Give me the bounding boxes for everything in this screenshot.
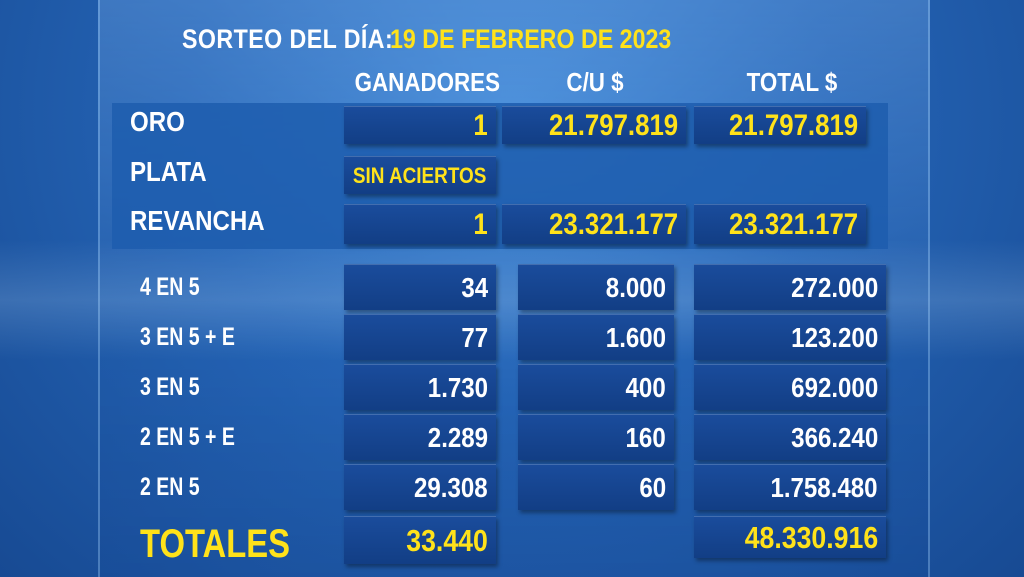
4en5-total: 272.000 — [694, 264, 886, 310]
column-header-winners: GANADORES — [354, 67, 500, 97]
column-header-per-unit: C/U $ — [566, 67, 624, 97]
totals-winners: 33.440 — [344, 516, 496, 564]
row-label-totales: TOTALES — [140, 522, 291, 566]
3en5-total: 692.000 — [694, 364, 886, 410]
2en5e-per-unit: 160 — [518, 414, 674, 460]
row-label-plata: PLATA — [130, 156, 207, 187]
row-label-3en5: 3 EN 5 — [140, 373, 200, 401]
column-header-total: TOTAL $ — [746, 67, 838, 97]
oro-winners: 1 — [344, 106, 496, 144]
draw-date: 19 DE FEBRERO DE 2023 — [390, 24, 672, 54]
row-label-2en5: 2 EN 5 — [140, 473, 200, 501]
2en5-winners: 29.308 — [344, 464, 496, 510]
oro-per-unit: 21.797.819 — [502, 106, 686, 144]
3en5e-per-unit: 1.600 — [518, 314, 674, 360]
2en5-per-unit: 60 — [518, 464, 674, 510]
row-label-2en5e: 2 EN 5 + E — [140, 423, 235, 451]
row-label-revancha: REVANCHA — [130, 205, 265, 236]
oro-total: 21.797.819 — [694, 106, 866, 144]
row-label-3en5e: 3 EN 5 + E — [140, 323, 235, 351]
4en5-winners: 34 — [344, 264, 496, 310]
revancha-winners: 1 — [344, 204, 496, 244]
4en5-per-unit: 8.000 — [518, 264, 674, 310]
3en5-winners: 1.730 — [344, 364, 496, 410]
3en5-per-unit: 400 — [518, 364, 674, 410]
plata-no-winners: SIN ACIERTOS — [344, 156, 496, 194]
draw-label: SORTEO DEL DÍA: — [182, 24, 394, 54]
2en5e-total: 366.240 — [694, 414, 886, 460]
2en5e-winners: 2.289 — [344, 414, 496, 460]
row-label-4en5: 4 EN 5 — [140, 273, 200, 301]
revancha-per-unit: 23.321.177 — [502, 204, 686, 244]
revancha-total: 23.321.177 — [694, 204, 866, 244]
row-label-oro: ORO — [130, 106, 185, 137]
totals-amount: 48.330.916 — [694, 516, 886, 558]
2en5-total: 1.758.480 — [694, 464, 886, 510]
3en5e-total: 123.200 — [694, 314, 886, 360]
3en5e-winners: 77 — [344, 314, 496, 360]
